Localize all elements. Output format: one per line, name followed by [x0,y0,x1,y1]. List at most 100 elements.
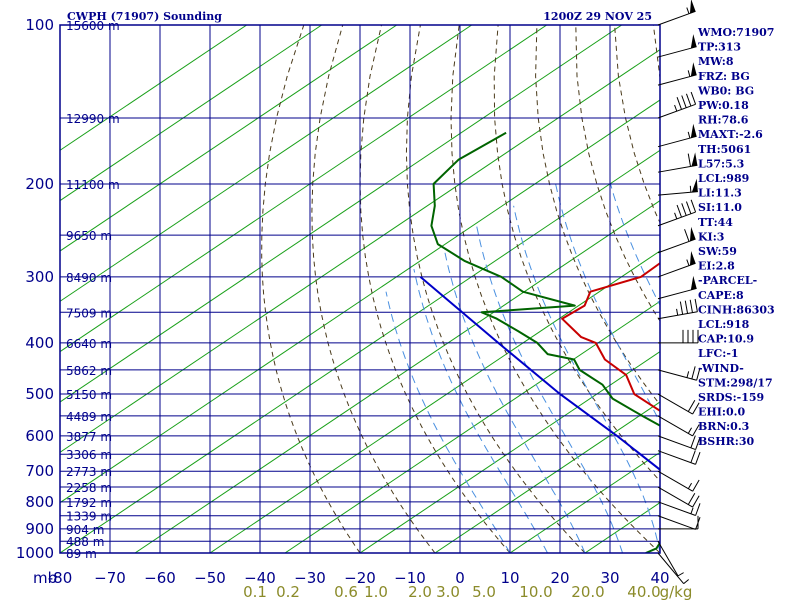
pressure-tick-label: 700 [25,462,54,480]
pressure-tick-label: 500 [25,385,54,403]
index-value: MAXT:-2.6 [698,128,763,141]
pressure-tick-label: 300 [25,268,54,286]
barb-flag [687,493,696,505]
moist-adiabat-line [555,183,660,424]
background-lines [60,25,660,553]
wind-barb [657,435,701,451]
temperature-tick-label: −10 [394,569,426,587]
wind-barb [657,415,700,437]
barb-half-flag [690,507,694,514]
barb-flag [681,95,687,108]
plot-border [59,24,661,554]
mixing-ratio-label: 40.0 [627,583,660,600]
barb-pennant [689,251,696,266]
y-axis-label: mb [33,569,57,587]
height-label: 9650 m [66,229,112,243]
isotherm-line [60,49,660,453]
barb-flag [676,204,682,218]
height-label: 7509 m [66,306,112,320]
barb-flag [690,435,696,449]
height-label: 904 m [66,523,104,537]
mixing-ratio-label: 10.0 [519,583,552,600]
height-label: 89 m [66,547,97,561]
index-value: WB0: BG [697,84,754,97]
temperature-tick-label: 20 [550,569,569,587]
dewpoint-trace [430,131,660,553]
temperature-tick-label: 0 [455,569,465,587]
barb-staff [657,470,693,492]
index-value: LCL:918 [698,318,750,331]
isotherm-line [284,300,660,553]
barb-flag [685,201,692,214]
height-label: 1792 m [66,496,112,510]
height-label: 2773 m [66,465,112,479]
mixing-ratio-label: 3.0 [436,583,460,600]
pressure-tick-label: 100 [25,16,54,34]
barb-pennant [689,0,696,14]
wind-barb [657,275,697,300]
wind-barb [657,366,701,381]
barb-flag [695,451,701,465]
barb-staff [657,393,693,415]
height-label: 488 m [66,535,104,549]
barb-flag [690,91,697,105]
wind-barb [657,199,697,227]
wind-barb [657,298,698,320]
barb-pennant [690,275,697,290]
height-label: 12990 m [66,112,120,126]
index-value: TH:5061 [698,143,751,156]
index-value: WMO:71907 [697,26,774,39]
moist-adiabat-line [385,291,511,553]
barb-half-flag [676,308,679,316]
pressure-tick-label: 400 [25,334,54,352]
wind-barb [657,178,698,196]
temperature-tick-label: −20 [344,569,376,587]
wind-barb [658,515,699,530]
barb-flag [676,97,682,110]
temperature-tick-label: 40 [650,569,669,587]
barb-staff [657,46,697,58]
barb-pennant [689,226,696,242]
barb-pennant [691,152,698,167]
height-label: 1339 m [66,510,112,524]
barb-flag [684,300,689,314]
barb-flag [695,503,701,516]
height-label: 3306 m [66,448,112,462]
barb-half-flag [686,259,690,266]
barb-flag [685,93,692,107]
index-value: TP:313 [698,41,741,54]
barb-flag [690,450,696,463]
barb-staff [657,435,696,451]
index-value: TT:44 [698,216,733,229]
temperature-tick-label: −40 [244,569,276,587]
barb-half-flag [687,70,691,77]
isotherm-line [134,200,660,553]
barb-flag [692,424,700,437]
wind-barb [657,226,696,254]
isotherm-line [60,99,660,504]
wind-barb [658,329,699,344]
barb-staff [657,238,696,254]
barb-flag [694,298,698,312]
index-value: -PARCEL- [698,274,757,287]
barb-flag [691,366,696,380]
temperature-tick-label: 10 [500,569,519,587]
temperature-tick-label: −50 [194,569,226,587]
height-label: 8490 m [66,271,112,285]
isotherm-line [209,250,660,553]
height-label: 11100 m [66,178,120,192]
barb-staff [657,10,696,26]
wind-barb [657,251,696,278]
barb-flag [687,400,696,412]
barb-staff [657,164,698,173]
mixing-ratio-label: 1.0 [364,583,388,600]
barb-flag [692,402,700,415]
index-value: -WIND- [698,362,744,375]
wind-barb [657,393,700,415]
barb-half-flag [674,104,678,112]
wind-barb [657,152,698,173]
index-value: BRN:0.3 [698,420,749,433]
